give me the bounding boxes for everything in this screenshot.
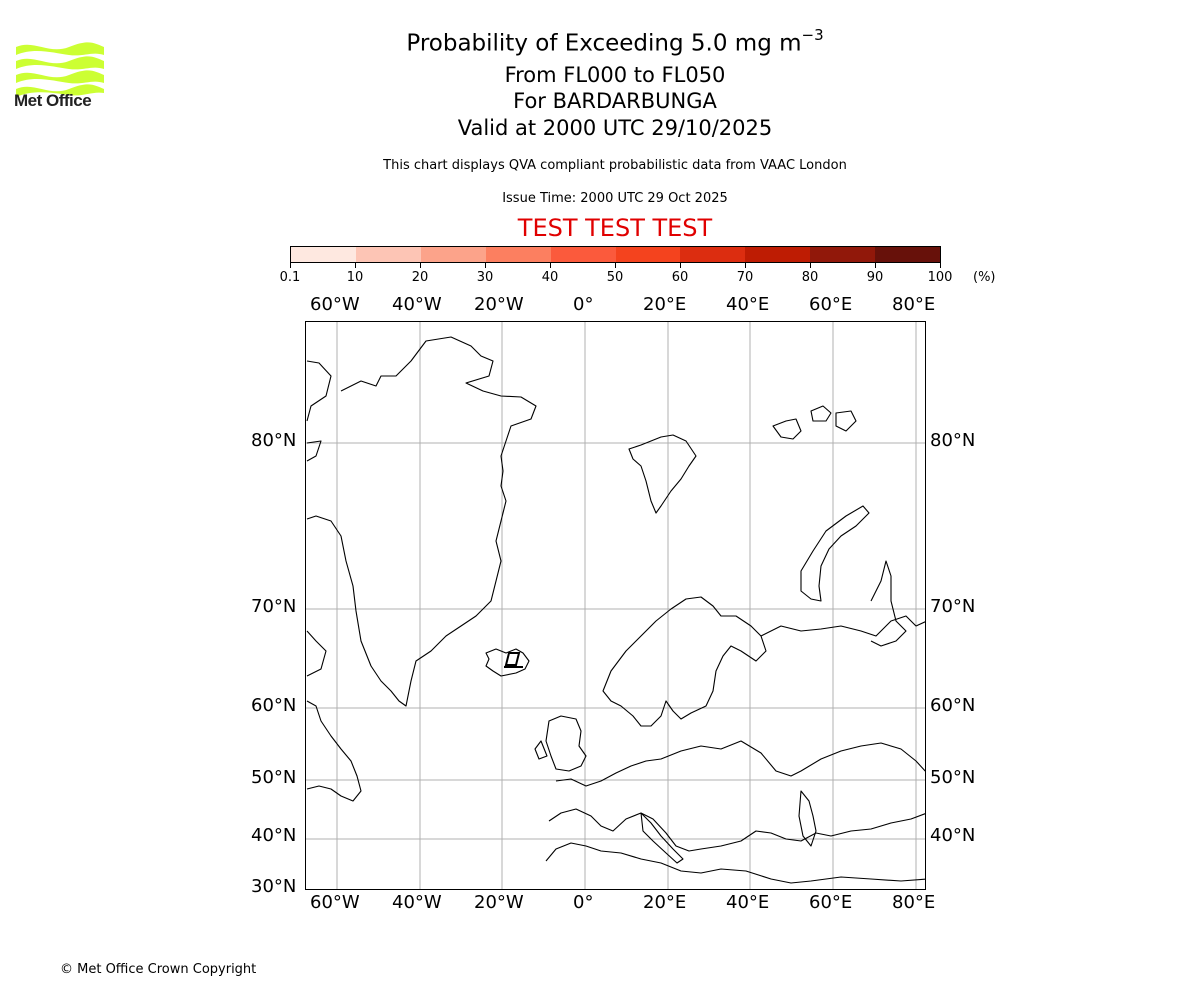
colorbar-tick-label: 40 [541,270,559,285]
lon-label-top: 20°W [474,294,524,315]
chart-title: Probability of Exceeding 5.0 mg m−3 [0,26,1200,57]
lat-label-right: 80°N [930,430,976,451]
copyright-footer: © Met Office Crown Copyright [60,962,257,977]
chart-title-main: Probability of Exceeding 5.0 mg m [406,30,802,57]
lon-label-top: 60°W [310,294,360,315]
lon-label-top: 40°W [392,294,442,315]
lat-label-left: 70°N [251,596,297,617]
colorbar-unit: (%) [973,270,996,285]
chart-subtitle: This chart displays QVA compliant probab… [383,158,847,173]
lon-label-top: 20°E [643,294,687,315]
colorbar-tick-label: 100 [927,270,953,285]
colorbar-ticks [290,263,941,269]
map-panel[interactable] [305,321,926,890]
test-banner: TEST TEST TEST [517,214,713,242]
lat-label-left: 30°N [251,876,297,897]
colorbar-segment [680,247,746,262]
colorbar-tick-label: 80 [801,270,819,285]
level-range: From FL000 to FL050 [504,63,726,87]
colorbar-segment [420,247,486,262]
lon-label-bottom: 40°E [726,892,770,913]
lon-label-top: 60°E [809,294,853,315]
lon-label-top: 80°E [892,294,936,315]
colorbar-segment [485,247,551,262]
lat-label-right: 60°N [930,695,976,716]
volcano-name: For BARDARBUNGA [513,89,717,113]
colorbar-segment [291,247,356,262]
chart-title-superscript: −3 [801,26,824,44]
met-office-logo-waves-icon [16,42,104,97]
lon-label-bottom: 60°W [310,892,360,913]
lon-label-top: 0° [573,294,594,315]
valid-time: Valid at 2000 UTC 29/10/2025 [457,116,773,140]
colorbar-tick-label: 50 [606,270,624,285]
colorbar-segment [810,247,876,262]
colorbar-segment [355,247,421,262]
lon-label-bottom: 20°W [474,892,524,913]
colorbar-segment [745,247,811,262]
map-canvas [306,322,925,889]
colorbar-segment [615,247,681,262]
colorbar-tick-label: 30 [476,270,494,285]
colorbar-tick-label: 90 [866,270,884,285]
issue-time: Issue Time: 2000 UTC 29 Oct 2025 [502,191,728,206]
colorbar [290,246,941,263]
colorbar-tick-label: 0.1 [279,270,301,285]
coastlines [306,336,925,884]
volcano-marker-icon [504,652,523,668]
colorbar-tick-label: 20 [411,270,429,285]
colorbar-tick-label: 60 [671,270,689,285]
colorbar-tick-label: 70 [736,270,754,285]
lon-label-bottom: 20°E [643,892,687,913]
lat-label-right: 70°N [930,596,976,617]
lat-label-right: 40°N [930,825,976,846]
lon-label-bottom: 0° [573,892,594,913]
map-gridlines [306,322,925,889]
colorbar-tick-label: 10 [346,270,364,285]
lat-label-right: 50°N [930,767,976,788]
lat-label-left: 60°N [251,695,297,716]
met-office-logo-text: Met Office [14,91,92,110]
lat-label-left: 80°N [251,430,297,451]
colorbar-segment [875,247,941,262]
lon-label-bottom: 40°W [392,892,442,913]
colorbar-segment [550,247,616,262]
lat-label-left: 50°N [251,767,297,788]
lon-label-top: 40°E [726,294,770,315]
lat-label-left: 40°N [251,825,297,846]
lon-label-bottom: 60°E [809,892,853,913]
lon-label-bottom: 80°E [892,892,936,913]
